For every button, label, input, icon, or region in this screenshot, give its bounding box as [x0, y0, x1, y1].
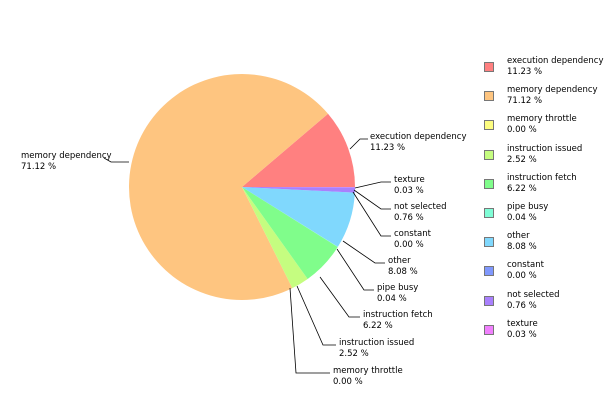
slice-value-label-instruction-issued: 2.52 %	[339, 349, 369, 359]
legend-swatch	[484, 62, 494, 72]
legend-label: other	[507, 231, 537, 242]
legend-value: 6.22 %	[507, 184, 577, 195]
slice-value-label-constant: 0.00 %	[394, 240, 424, 250]
legend-label: texture	[507, 319, 538, 330]
pie-slices	[129, 74, 355, 300]
legend-value: 0.03 %	[507, 330, 538, 341]
legend-value: 0.00 %	[507, 125, 577, 136]
legend-swatch	[484, 296, 494, 306]
legend-value: 0.76 %	[507, 301, 560, 312]
legend-value: 0.00 %	[507, 271, 544, 282]
legend-value: 71.12 %	[507, 96, 598, 107]
slice-label-pipe-busy: pipe busy	[377, 283, 418, 293]
leader-line-not-selected	[354, 190, 391, 209]
slice-label-texture: texture	[394, 175, 425, 185]
legend-swatch	[484, 325, 494, 335]
legend-swatch	[484, 208, 494, 218]
legend-swatch	[484, 237, 494, 247]
legend-value: 8.08 %	[507, 242, 537, 253]
legend-label: instruction fetch	[507, 173, 577, 184]
legend-swatch	[484, 120, 494, 130]
legend-label: memory throttle	[507, 114, 577, 125]
slice-value-label-memory-throttle: 0.00 %	[333, 377, 363, 387]
legend-swatch	[484, 91, 494, 101]
leader-line-other	[343, 241, 385, 263]
legend-label: memory dependency	[507, 85, 598, 96]
leader-line-memory-throttle	[290, 288, 330, 373]
slice-label-constant: constant	[394, 229, 432, 239]
slice-value-label-pipe-busy: 0.04 %	[377, 294, 407, 304]
slice-label-instruction-issued: instruction issued	[339, 338, 414, 348]
leader-line-execution-dependency	[350, 139, 368, 149]
slice-value-label-not-selected: 0.76 %	[394, 213, 424, 223]
legend-value: 11.23 %	[507, 67, 603, 78]
slice-label-other: other	[388, 256, 411, 266]
legend-swatch	[484, 150, 494, 160]
slice-value-label-other: 8.08 %	[388, 267, 418, 277]
leader-line-constant	[353, 192, 391, 236]
slice-label-execution-dependency: execution dependency	[370, 132, 466, 142]
legend-label: execution dependency	[507, 56, 603, 67]
slice-label-instruction-fetch: instruction fetch	[363, 310, 433, 320]
legend-label: instruction issued	[507, 144, 582, 155]
legend-swatch	[484, 179, 494, 189]
legend-label: constant	[507, 260, 544, 271]
slice-label-memory-dependency: memory dependency	[21, 151, 112, 161]
legend-label: not selected	[507, 290, 560, 301]
slice-label-not-selected: not selected	[394, 202, 447, 212]
leader-line-texture	[355, 182, 391, 188]
slice-value-label-texture: 0.03 %	[394, 186, 424, 196]
slice-value-label-memory-dependency: 71.12 %	[21, 162, 56, 172]
leader-line-instruction-issued	[297, 286, 336, 345]
leader-line-instruction-fetch	[320, 277, 360, 317]
leader-line-pipe-busy	[337, 249, 374, 290]
slice-value-label-instruction-fetch: 6.22 %	[363, 321, 393, 331]
legend-label: pipe busy	[507, 202, 548, 213]
legend-swatch	[484, 266, 494, 276]
legend-value: 2.52 %	[507, 155, 582, 166]
legend-value: 0.04 %	[507, 213, 548, 224]
slice-value-label-execution-dependency: 11.23 %	[370, 143, 405, 153]
slice-label-memory-throttle: memory throttle	[333, 366, 403, 376]
